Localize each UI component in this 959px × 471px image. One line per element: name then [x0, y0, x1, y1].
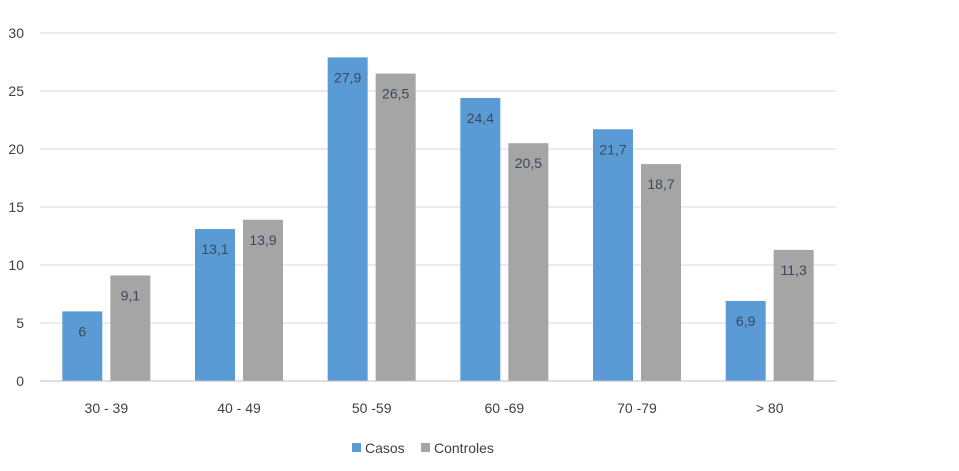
legend-swatch: [352, 443, 361, 452]
x-tick-label: > 80: [756, 400, 784, 416]
y-axis-tick-labels: 0 5 10 15 20 25 30: [8, 25, 24, 389]
gridlines: [40, 32, 836, 324]
bar-controles: [641, 164, 681, 381]
x-tick-label: 50 -59: [352, 400, 392, 416]
y-tick-label: 25: [8, 83, 24, 99]
data-label: 9,1: [121, 287, 141, 303]
bar-casos: [195, 229, 235, 381]
data-labels: 6 9,1 13,1 13,9 27,9 26,5 24,4 20,5 21,7 18,7 6,9 1…: [78, 69, 807, 339]
y-tick-label: 5: [16, 315, 24, 331]
legend-label: Casos: [365, 440, 405, 456]
y-tick-label: 30: [8, 25, 24, 41]
y-tick-label: 0: [16, 373, 24, 389]
bars: [62, 57, 814, 382]
data-label: 18,7: [647, 176, 674, 192]
bar-controles: [375, 73, 416, 381]
data-label: 6: [78, 323, 86, 339]
y-tick-label: 20: [8, 141, 24, 157]
bar-casos: [62, 311, 103, 381]
data-label: 21,7: [599, 141, 626, 157]
x-axis-tick-labels: 30 - 39 40 - 49 50 -59 60 -69 70 -79 > 80: [85, 400, 784, 416]
data-label: 6,9: [736, 313, 756, 329]
bar-casos: [460, 97, 501, 382]
data-label: 13,9: [249, 232, 276, 248]
bar-casos: [327, 57, 368, 382]
data-label: 13,1: [201, 241, 228, 257]
data-label: 20,5: [515, 155, 542, 171]
bar-casos: [593, 129, 633, 381]
bar-controles: [773, 249, 814, 381]
data-label: 27,9: [334, 69, 361, 85]
bar-controles: [508, 143, 549, 381]
bar-controles: [110, 275, 151, 381]
legend-swatch: [421, 443, 430, 452]
data-label: 11,3: [781, 262, 807, 278]
bar-controles: [243, 219, 283, 381]
bar-casos: [725, 300, 766, 381]
x-tick-label: 40 - 49: [217, 400, 261, 416]
legend-label: Controles: [434, 440, 494, 456]
y-tick-label: 10: [8, 257, 24, 273]
x-tick-label: 60 -69: [484, 400, 524, 416]
x-tick-label: 30 - 39: [85, 400, 129, 416]
y-tick-label: 15: [8, 199, 24, 215]
data-label: 24,4: [467, 110, 494, 126]
x-tick-label: 70 -79: [617, 400, 657, 416]
legend: Casos Controles: [352, 440, 494, 456]
data-label: 26,5: [382, 86, 409, 102]
